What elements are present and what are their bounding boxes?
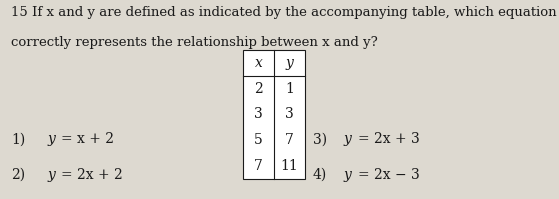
- Text: y: y: [344, 168, 352, 182]
- Bar: [243, 50, 305, 179]
- Text: = x + 2: = x + 2: [61, 132, 115, 146]
- Text: 5: 5: [254, 133, 263, 147]
- Text: x: x: [254, 56, 263, 70]
- Text: 1: 1: [285, 82, 293, 96]
- Text: y: y: [48, 132, 55, 146]
- Text: 4): 4): [313, 168, 327, 182]
- Text: 2): 2): [11, 168, 25, 182]
- Text: 2: 2: [254, 82, 263, 96]
- Text: 3): 3): [313, 132, 327, 146]
- Text: = 2x + 2: = 2x + 2: [61, 168, 123, 182]
- Text: 1): 1): [11, 132, 25, 146]
- Text: 3: 3: [254, 107, 263, 121]
- Text: 7: 7: [254, 159, 263, 173]
- Text: y: y: [285, 56, 293, 70]
- Text: = 2x + 3: = 2x + 3: [358, 132, 419, 146]
- Text: y: y: [344, 132, 352, 146]
- Text: 3: 3: [285, 107, 293, 121]
- Text: y: y: [48, 168, 55, 182]
- Text: 7: 7: [285, 133, 293, 147]
- Text: 11: 11: [281, 159, 298, 173]
- Text: correctly represents the relationship between x and y?: correctly represents the relationship be…: [11, 36, 378, 49]
- Text: 15 If x and y are defined as indicated by the accompanying table, which equation: 15 If x and y are defined as indicated b…: [11, 6, 557, 19]
- Text: = 2x − 3: = 2x − 3: [358, 168, 419, 182]
